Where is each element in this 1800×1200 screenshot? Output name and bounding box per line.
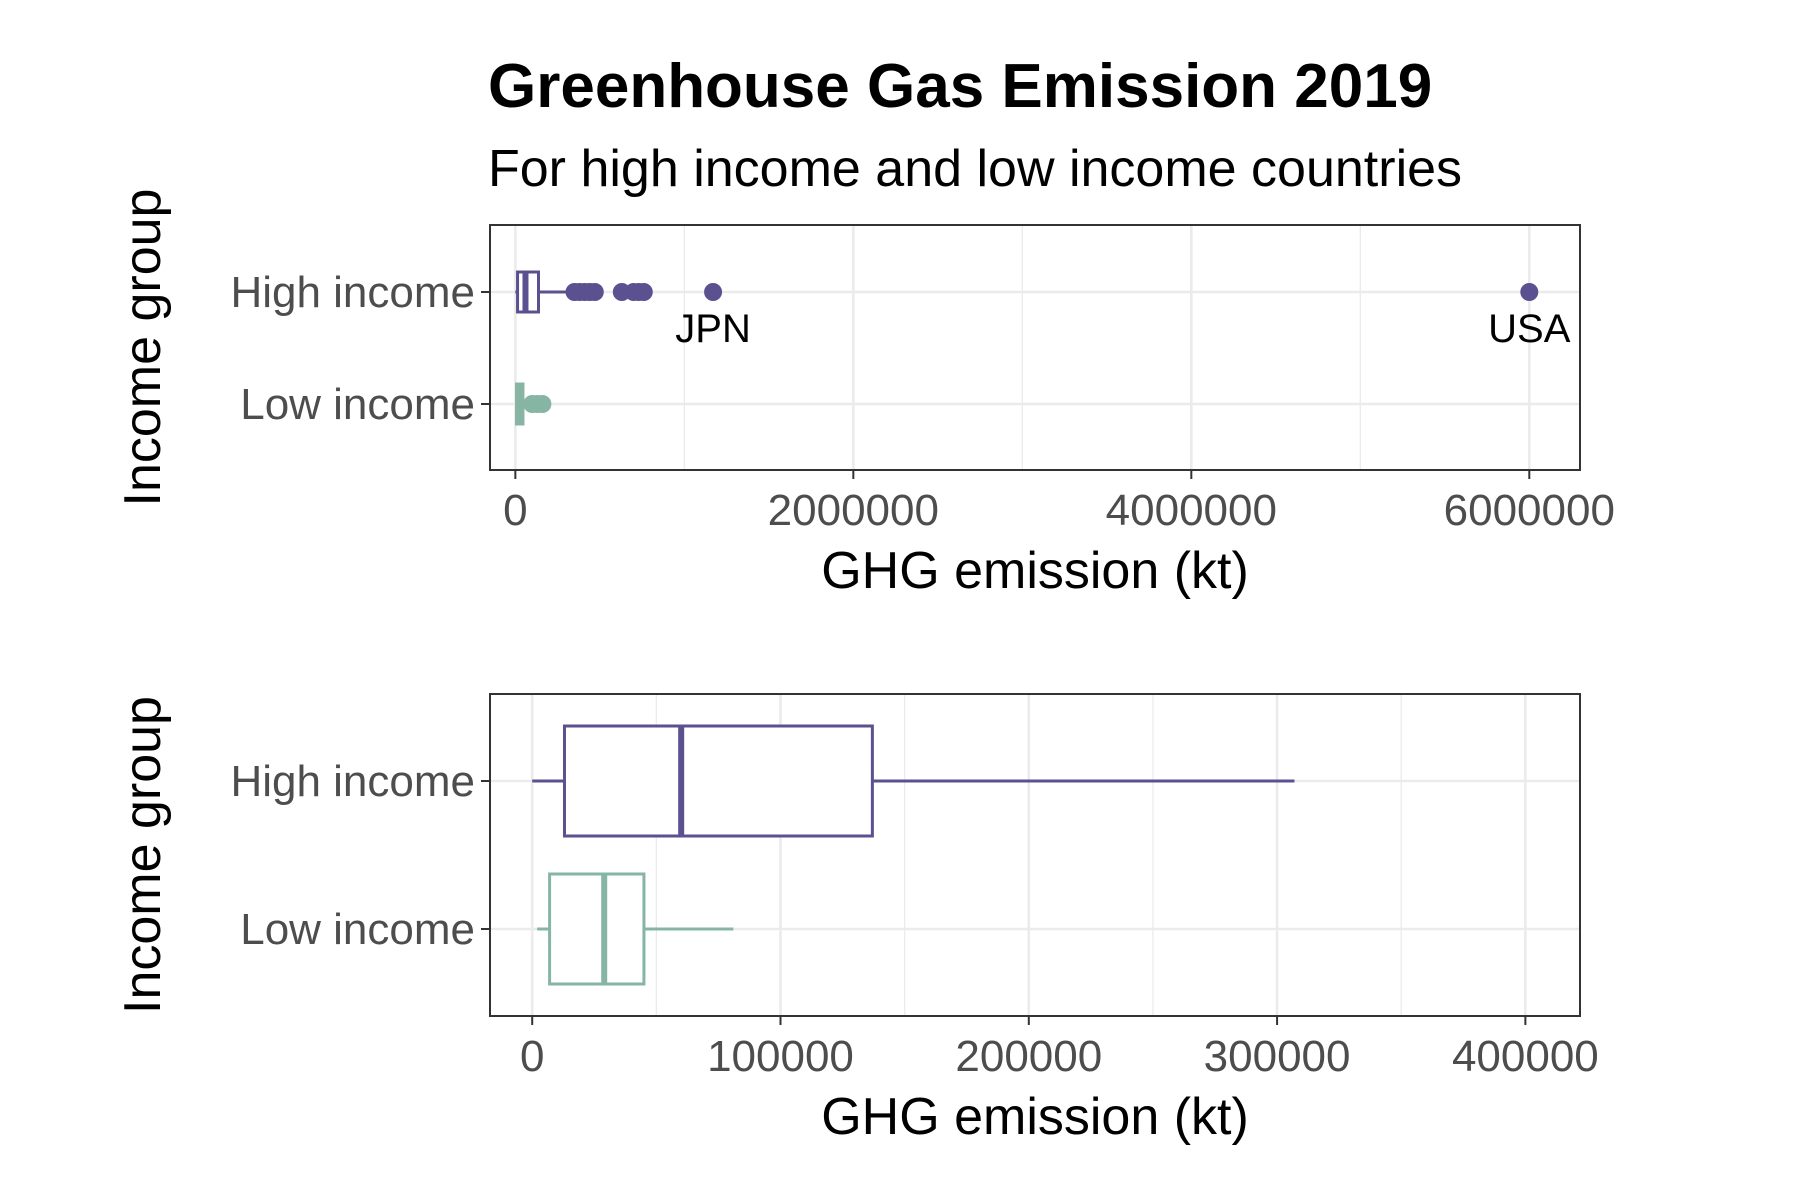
x-tick-label: 0 <box>503 486 527 535</box>
chart-subtitle: For high income and low income countries <box>488 140 1462 198</box>
y-axis-title: Income group <box>114 696 172 1014</box>
x-axis-title: GHG emission (kt) <box>821 1088 1249 1146</box>
box-high-income <box>532 724 1295 838</box>
outlier-point <box>704 283 723 301</box>
box-low-income <box>515 382 552 426</box>
y-tick-label: High income <box>230 757 475 806</box>
chart-title: Greenhouse Gas Emission 2019 <box>488 52 1432 121</box>
x-tick-label: 200000 <box>955 1032 1102 1081</box>
x-tick-label: 0 <box>520 1032 544 1081</box>
panel-full-range: JPN USA 0 2000000 4000000 6000000 High income L… <box>114 189 1615 600</box>
box-iqr <box>548 872 646 986</box>
panel-zoomed: 0 100000 200000 300000 400000 High income Low … <box>114 693 1599 1146</box>
panel-background <box>490 225 1580 470</box>
panel-border <box>489 693 1581 1017</box>
outlier-point <box>634 283 653 301</box>
x-tick-label: 300000 <box>1204 1032 1351 1081</box>
box-low-income <box>537 872 734 986</box>
y-tick-label: High income <box>230 268 475 317</box>
panel-border <box>489 224 1581 471</box>
outlier-point <box>1520 283 1539 301</box>
annotation-jpn: JPN <box>675 307 751 351</box>
x-tick-label: 400000 <box>1452 1032 1599 1081</box>
y-tick-label: Low income <box>240 380 475 429</box>
y-axis-title: Income group <box>114 189 172 507</box>
outlier-point <box>533 395 552 413</box>
box-high-income <box>515 270 1539 314</box>
x-tick-label: 4000000 <box>1106 486 1277 535</box>
x-axis-title: GHG emission (kt) <box>821 542 1249 600</box>
x-tick-label: 2000000 <box>768 486 939 535</box>
box-iqr <box>562 724 874 838</box>
x-tick-label: 100000 <box>707 1032 854 1081</box>
y-tick-label: Low income <box>240 905 475 954</box>
outlier-point <box>585 283 604 301</box>
x-tick-label: 6000000 <box>1444 486 1615 535</box>
annotation-usa: USA <box>1488 307 1571 351</box>
